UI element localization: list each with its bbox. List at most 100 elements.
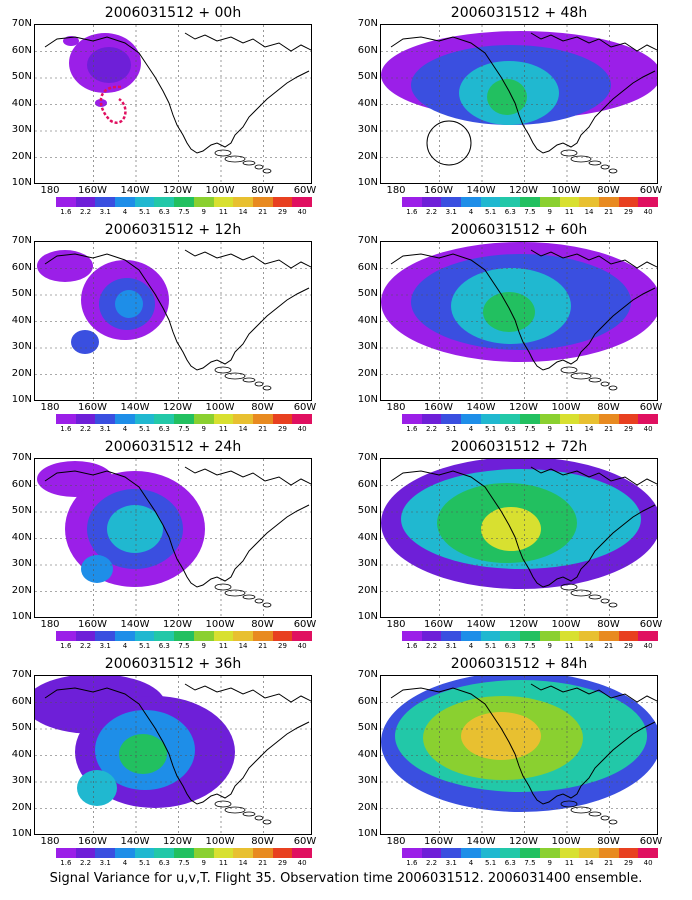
scale-value: 11 [564, 208, 574, 216]
latitude-label: 60N [11, 695, 32, 707]
latitude-label: 50N [357, 288, 378, 299]
island-outline [254, 164, 264, 170]
coastline [530, 32, 657, 52]
longitude-label: 140W [466, 619, 496, 630]
scale-swatch [421, 414, 442, 424]
latitude-label: 40N [11, 314, 32, 326]
latitude-label: 30N [11, 775, 32, 786]
latitude-label: 10N [357, 611, 378, 622]
scale-swatch [618, 414, 639, 424]
scale-swatch [56, 197, 76, 207]
scale-swatch [213, 631, 234, 641]
coastline [390, 253, 656, 371]
scale-labels: 1.6 2.2 3.1 4 5.1 6.3 7.5 9 11 14 21 29 40 [402, 859, 658, 869]
scale-swatch [134, 197, 155, 207]
scale-value: 29 [623, 859, 633, 867]
variance-contour [63, 36, 79, 46]
island-outline [560, 800, 578, 808]
scale-swatch [272, 197, 293, 207]
scale-swatch [638, 197, 658, 207]
latitude-label: 20N [357, 367, 378, 379]
latitude-label: 60N [11, 261, 32, 273]
latitude-label: 50N [357, 722, 378, 733]
longitude-label: 80W [597, 619, 620, 630]
scale-value: 29 [277, 859, 287, 867]
map-panel: 2006031512 + 00h 70N 60N 50N 40N 30N 20N 10N 180… [0, 0, 346, 216]
scale-value: 6.3 [158, 425, 170, 433]
scale-value: 11 [564, 859, 574, 867]
color-scale [402, 414, 658, 424]
scale-swatch [292, 631, 312, 641]
scale-value: 9 [547, 425, 552, 433]
latitude-label: 40N [11, 531, 32, 543]
scale-swatch [539, 197, 560, 207]
scale-value: 4 [122, 859, 128, 867]
longitude-label: 180 [40, 619, 60, 630]
scale-value: 5.1 [485, 642, 497, 650]
island-outline [608, 819, 618, 825]
scale-swatch [233, 848, 253, 858]
scale-swatch [213, 848, 234, 858]
scale-value: 11 [564, 642, 574, 650]
variance-contour [461, 712, 541, 760]
island-outline [570, 806, 592, 814]
map-frame [34, 458, 312, 618]
scale-swatch [115, 631, 135, 641]
coastline [44, 253, 310, 371]
coastline [44, 36, 310, 154]
island-outline [254, 381, 264, 387]
latitude-label: 30N [357, 775, 378, 786]
longitude-label: 120W [163, 836, 192, 847]
map-frame [34, 241, 312, 401]
scale-value: 1.6 [406, 208, 418, 216]
scale-swatch [638, 414, 658, 424]
longitude-label: 160W [78, 185, 107, 196]
scale-swatch [500, 848, 521, 858]
scale-swatch [292, 848, 312, 858]
scale-swatch [233, 197, 253, 207]
latitude-label: 50N [11, 288, 32, 299]
scale-value: 9 [201, 642, 206, 650]
scale-value: 7.5 [178, 859, 190, 867]
scale-swatch [402, 414, 422, 424]
scale-swatch [95, 414, 116, 424]
scale-value: 1.6 [60, 642, 72, 650]
coastline [184, 466, 311, 486]
scale-swatch [115, 414, 135, 424]
island-outline [600, 381, 610, 387]
scale-value: 3.1 [445, 859, 457, 867]
scale-swatch [441, 414, 462, 424]
longitude-label: 80W [597, 185, 620, 196]
panel-title: 2006031512 + 00h [104, 5, 242, 21]
scale-value: 6.3 [158, 859, 170, 867]
longitude-label: 140W [466, 402, 496, 413]
scale-value: 14 [238, 208, 248, 216]
latitude-label: 40N [357, 314, 378, 326]
longitude-label: 60W [293, 836, 317, 847]
longitude-label: 120W [163, 185, 192, 196]
scale-value: 3.1 [445, 208, 457, 216]
scale-value: 3.1 [445, 425, 457, 433]
scale-swatch [193, 848, 214, 858]
scale-swatch [272, 631, 293, 641]
scale-swatch [500, 197, 521, 207]
island-outline [600, 598, 610, 604]
scale-value: 4 [468, 642, 474, 650]
scale-value: 21 [258, 208, 268, 216]
scale-value: 2.2 [425, 859, 438, 867]
island-outline [588, 377, 602, 383]
scale-swatch [618, 848, 639, 858]
latitude-label: 60N [357, 478, 378, 490]
island-outline [214, 366, 232, 374]
island-outline [224, 806, 246, 814]
island-outline [254, 815, 264, 821]
longitude-label: 120W [509, 836, 538, 847]
map-panel: 2006031512 + 12h 70N 60N 50N 40N 30N 20N 10N 180… [0, 217, 346, 433]
map-panel: 2006031512 + 24h 70N 60N 50N 40N 30N 20N 10N 180… [0, 434, 346, 650]
color-scale [56, 197, 312, 207]
latitude-label: 50N [11, 505, 32, 516]
scale-value: 40 [297, 425, 307, 433]
longitude-label: 100W [205, 619, 235, 630]
scale-value: 11 [218, 859, 228, 867]
map-canvas [381, 25, 657, 183]
